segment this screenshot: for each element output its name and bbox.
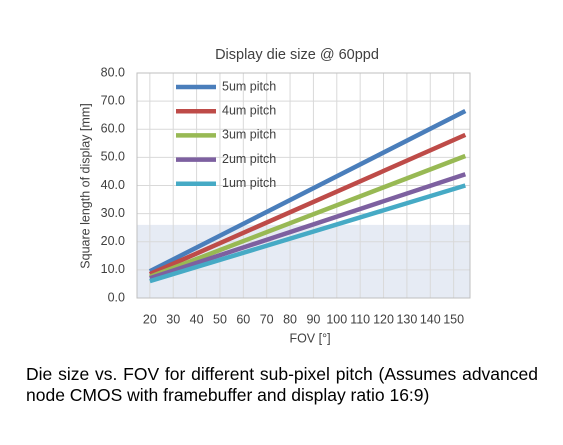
legend-label: 4um pitch [222, 103, 276, 117]
data-line [148, 132, 467, 277]
plot-frame [136, 72, 471, 299]
y-tick-label: 80.0 [101, 65, 125, 79]
y-tick-label: 10.0 [101, 262, 125, 276]
y-tick-label: 30.0 [101, 206, 125, 220]
x-tick-label: 30 [166, 312, 180, 326]
x-tick-label: 100 [326, 312, 347, 326]
y-tick-label: 20.0 [101, 234, 125, 248]
data-line [149, 172, 467, 281]
data-line [149, 153, 467, 280]
data-line [149, 183, 466, 284]
y-tick-label: 70.0 [101, 93, 125, 107]
y-tick-label: 50.0 [101, 150, 125, 164]
caption: Die size vs. FOV for different sub-pixel… [26, 364, 538, 405]
x-tick-label: 140 [420, 312, 441, 326]
x-tick-label: 150 [443, 312, 464, 326]
x-tick-label: 40 [190, 312, 204, 326]
chart: Display die size @ 60ppd FOV [°] Square … [78, 47, 471, 345]
y-axis-label: Square length of display [mm] [78, 103, 92, 268]
y-tick-label: 40.0 [101, 178, 125, 192]
x-tick-label: 80 [283, 312, 297, 326]
y-tick-label: 60.0 [101, 122, 125, 136]
x-tick-label: 90 [306, 312, 320, 326]
x-tick-label: 60 [236, 312, 250, 326]
chart-title: Display die size @ 60ppd [215, 47, 379, 63]
x-tick-label: 70 [260, 312, 274, 326]
data-line [148, 108, 467, 274]
y-tick-label: 0.0 [108, 290, 125, 304]
legend-label: 3um pitch [222, 128, 276, 142]
x-tick-label: 20 [143, 312, 157, 326]
x-axis-label: FOV [°] [289, 331, 330, 345]
x-tick-label: 120 [373, 312, 394, 326]
x-tick-label: 130 [396, 312, 417, 326]
legend-label: 1um pitch [222, 176, 276, 190]
legend-label: 2um pitch [222, 152, 276, 166]
x-tick-label: 50 [213, 312, 227, 326]
legend-label: 5um pitch [222, 79, 276, 93]
x-tick-label: 110 [350, 312, 370, 326]
